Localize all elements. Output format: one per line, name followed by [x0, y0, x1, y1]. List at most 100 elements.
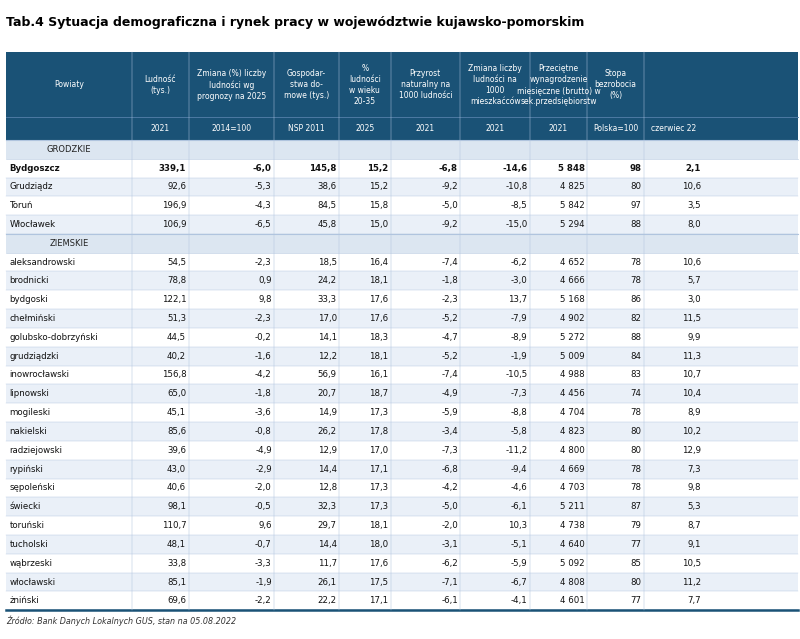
Text: 65,0: 65,0: [167, 389, 186, 398]
Text: 54,5: 54,5: [167, 258, 186, 266]
Text: 5 092: 5 092: [560, 558, 585, 567]
Text: -8,8: -8,8: [510, 408, 527, 417]
Text: 196,9: 196,9: [162, 201, 186, 210]
Text: -6,2: -6,2: [510, 258, 527, 266]
Text: 16,1: 16,1: [369, 371, 388, 380]
Text: 18,1: 18,1: [369, 521, 388, 530]
Text: 29,7: 29,7: [318, 521, 337, 530]
Text: 5 168: 5 168: [560, 295, 585, 304]
Text: 4 601: 4 601: [560, 596, 585, 605]
Text: Ludność
(tys.): Ludność (tys.): [144, 75, 176, 95]
Text: -9,4: -9,4: [511, 465, 527, 473]
Text: 51,3: 51,3: [167, 314, 186, 323]
Text: golubsko-dobrzyński: golubsko-dobrzyński: [10, 333, 98, 342]
Text: 5 272: 5 272: [560, 333, 585, 342]
Text: 87: 87: [630, 502, 642, 511]
Text: 12,9: 12,9: [318, 446, 337, 455]
Text: 14,9: 14,9: [318, 408, 337, 417]
Text: 4 825: 4 825: [560, 183, 585, 192]
Text: 92,6: 92,6: [167, 183, 186, 192]
Text: -5,2: -5,2: [441, 314, 458, 323]
Text: -14,6: -14,6: [502, 164, 527, 173]
Text: -4,3: -4,3: [255, 201, 272, 210]
Text: 78: 78: [630, 465, 642, 473]
Text: 2021: 2021: [150, 124, 170, 133]
Text: -7,3: -7,3: [441, 446, 458, 455]
Text: Bydgoszcz: Bydgoszcz: [10, 164, 60, 173]
Text: 4 669: 4 669: [560, 465, 585, 473]
Text: -7,1: -7,1: [441, 578, 458, 587]
Text: -11,2: -11,2: [506, 446, 527, 455]
Text: 15,2: 15,2: [369, 183, 388, 192]
Text: 7,7: 7,7: [687, 596, 701, 605]
Text: -6,8: -6,8: [439, 164, 458, 173]
Text: 0,9: 0,9: [258, 277, 272, 286]
Text: 8,0: 8,0: [687, 220, 701, 229]
Text: brodnicki: brodnicki: [10, 277, 49, 286]
Text: 17,1: 17,1: [369, 596, 388, 605]
Text: 80: 80: [630, 446, 642, 455]
Text: 11,2: 11,2: [682, 578, 701, 587]
Text: -6,5: -6,5: [255, 220, 272, 229]
Text: 12,2: 12,2: [318, 351, 337, 360]
Text: 15,8: 15,8: [369, 201, 388, 210]
Text: -5,3: -5,3: [255, 183, 272, 192]
Text: 122,1: 122,1: [162, 295, 186, 304]
Text: 4 666: 4 666: [560, 277, 585, 286]
Text: -9,2: -9,2: [442, 220, 458, 229]
Text: 17,0: 17,0: [318, 314, 337, 323]
Text: 17,3: 17,3: [369, 484, 388, 493]
Text: 82: 82: [630, 314, 642, 323]
Text: -1,9: -1,9: [511, 351, 527, 360]
Text: 5,7: 5,7: [687, 277, 701, 286]
Text: -6,2: -6,2: [441, 558, 458, 567]
Text: 78: 78: [630, 408, 642, 417]
Text: 22,2: 22,2: [318, 596, 337, 605]
Text: 4 988: 4 988: [560, 371, 585, 380]
Text: -4,9: -4,9: [442, 389, 458, 398]
Text: -7,9: -7,9: [511, 314, 527, 323]
Text: 4 738: 4 738: [560, 521, 585, 530]
Text: 156,8: 156,8: [162, 371, 186, 380]
Text: 40,6: 40,6: [167, 484, 186, 493]
Text: 17,6: 17,6: [369, 558, 388, 567]
Text: 26,2: 26,2: [318, 427, 337, 436]
Text: 85,1: 85,1: [167, 578, 186, 587]
Text: 18,7: 18,7: [369, 389, 388, 398]
Text: -7,4: -7,4: [441, 258, 458, 266]
Text: -3,1: -3,1: [441, 540, 458, 549]
Text: 17,1: 17,1: [369, 465, 388, 473]
Text: 2025: 2025: [355, 124, 374, 133]
Text: 2021: 2021: [549, 124, 568, 133]
Text: -4,2: -4,2: [255, 371, 272, 380]
Text: 5 842: 5 842: [560, 201, 585, 210]
Text: -1,6: -1,6: [255, 351, 272, 360]
Text: lipnowski: lipnowski: [10, 389, 50, 398]
Text: 80: 80: [630, 578, 642, 587]
Text: 20,7: 20,7: [318, 389, 337, 398]
Text: 17,6: 17,6: [369, 314, 388, 323]
Text: 86: 86: [630, 295, 642, 304]
Text: 9,1: 9,1: [687, 540, 701, 549]
Text: 13,7: 13,7: [509, 295, 527, 304]
Text: -0,5: -0,5: [255, 502, 272, 511]
Text: 56,9: 56,9: [318, 371, 337, 380]
Text: -3,6: -3,6: [255, 408, 272, 417]
Text: -6,7: -6,7: [510, 578, 527, 587]
Text: 145,8: 145,8: [310, 164, 337, 173]
Text: 11,7: 11,7: [318, 558, 337, 567]
Text: Tab.4 Sytuacja demograficzna i rynek pracy w województwie kujawsko-pomorskim: Tab.4 Sytuacja demograficzna i rynek pra…: [6, 16, 585, 29]
Text: 4 800: 4 800: [560, 446, 585, 455]
Text: 80: 80: [630, 427, 642, 436]
Text: -4,1: -4,1: [510, 596, 527, 605]
Text: -8,5: -8,5: [510, 201, 527, 210]
Text: 2,1: 2,1: [686, 164, 701, 173]
Text: 24,2: 24,2: [318, 277, 337, 286]
Text: 10,2: 10,2: [682, 427, 701, 436]
Text: 98,1: 98,1: [167, 502, 186, 511]
Text: sępoleński: sępoleński: [10, 484, 55, 493]
Text: -3,3: -3,3: [255, 558, 272, 567]
Text: 9,8: 9,8: [687, 484, 701, 493]
Text: Stopa
bezrobocia
(%): Stopa bezrobocia (%): [594, 69, 637, 100]
Text: 11,5: 11,5: [682, 314, 701, 323]
